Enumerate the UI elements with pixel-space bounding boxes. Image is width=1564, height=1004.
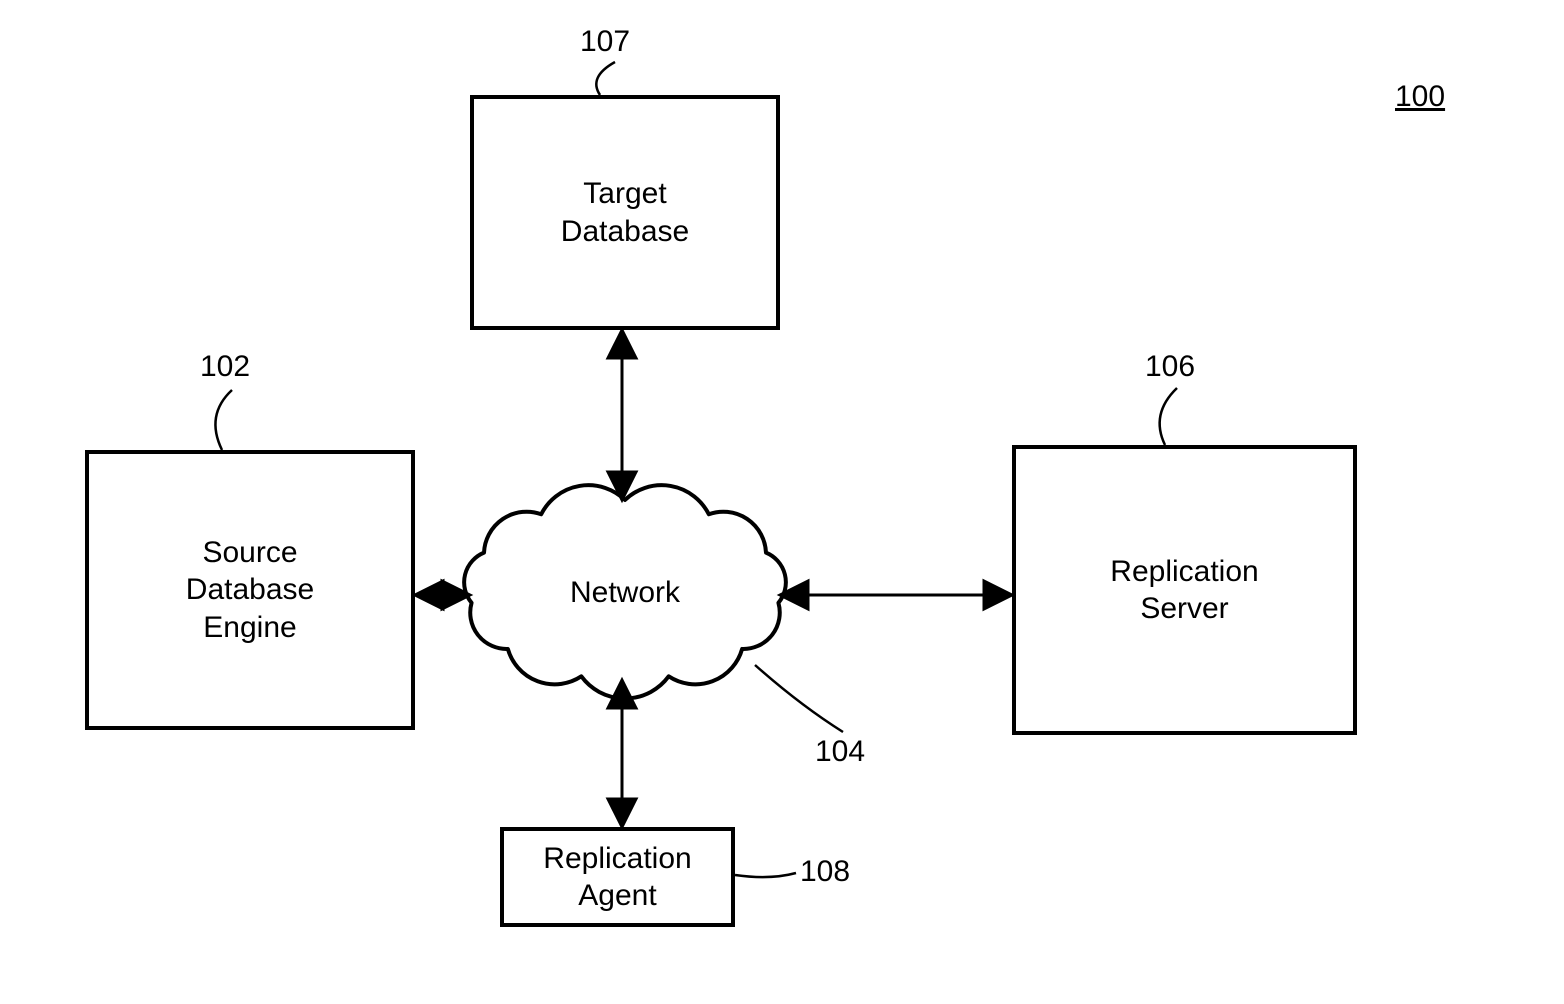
ref-label-network: 104 bbox=[815, 735, 865, 769]
diagram-canvas: { "figure": { "number_label": "100", "nu… bbox=[0, 0, 1564, 1004]
node-network-cloud bbox=[464, 485, 786, 698]
ref-label-replication-server: 106 bbox=[1145, 350, 1195, 384]
node-target-database: Target Database bbox=[470, 95, 780, 330]
node-label: Replication Server bbox=[1110, 553, 1258, 628]
figure-number: 100 bbox=[1395, 80, 1445, 114]
node-label: Replication Agent bbox=[543, 840, 691, 915]
node-source-database-engine: Source Database Engine bbox=[85, 450, 415, 730]
ref-label-target-db: 107 bbox=[580, 25, 630, 59]
node-replication-agent: Replication Agent bbox=[500, 827, 735, 927]
node-label: Source Database Engine bbox=[186, 534, 314, 647]
node-label: Target Database bbox=[561, 175, 689, 250]
node-network-label: Network bbox=[570, 576, 681, 609]
node-replication-server: Replication Server bbox=[1012, 445, 1357, 735]
ref-label-source-db: 102 bbox=[200, 350, 250, 384]
connectors bbox=[415, 330, 1012, 827]
ref-label-replication-agent: 108 bbox=[800, 855, 850, 889]
